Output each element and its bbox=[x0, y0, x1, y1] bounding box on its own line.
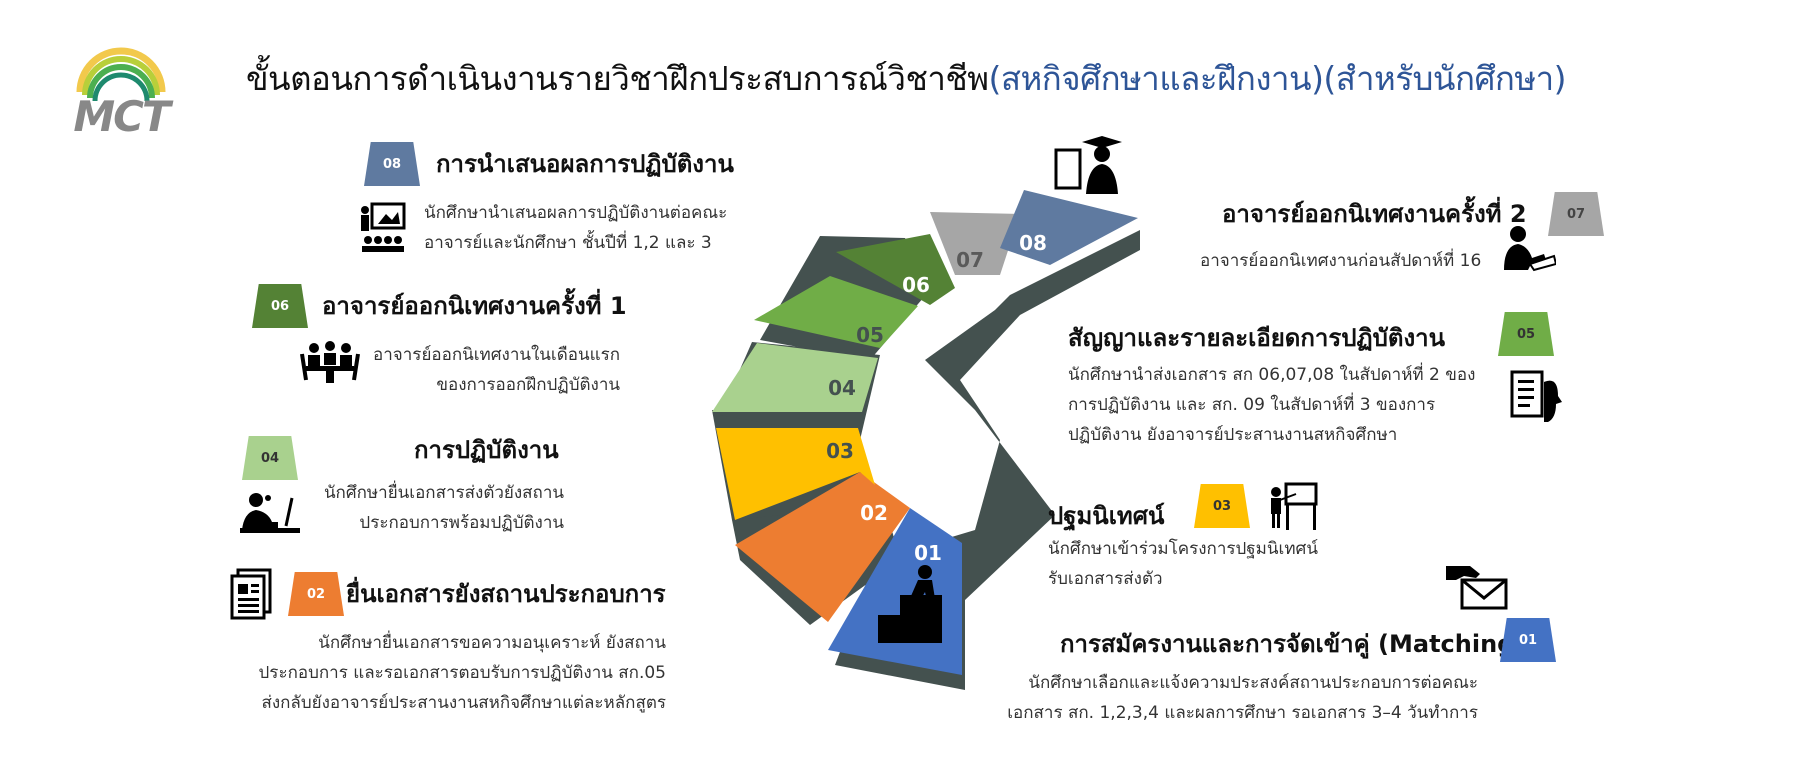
step-05-desc: นักศึกษานำส่งเอกสาร สก 06,07,08 ในสัปดาห… bbox=[1068, 365, 1476, 445]
badge-03: 03 bbox=[1194, 484, 1250, 528]
step-03-title: ปฐมนิเทศน์ bbox=[1048, 502, 1165, 530]
stair-label-02: 02 bbox=[860, 501, 888, 525]
badge-07: 07 bbox=[1548, 192, 1604, 236]
stair-label-04: 04 bbox=[828, 376, 856, 400]
step-02-title: ยื่นเอกสารยังสถานประกอบการ bbox=[346, 580, 666, 608]
badge-01: 01 bbox=[1500, 618, 1556, 662]
step-06-title: อาจารย์ออกนิเทศงานครั้งที่ 1 bbox=[322, 292, 627, 320]
stair-label-07: 07 bbox=[956, 248, 984, 272]
stair-label-03: 03 bbox=[826, 439, 854, 463]
logo-text: MCT bbox=[73, 92, 170, 141]
stair-step-06 bbox=[836, 234, 955, 305]
step-04-desc: นักศึกษายื่นเอกสารส่งตัวยังสถาน ประกอบกา… bbox=[323, 483, 564, 533]
step-07-desc: อาจารย์ออกนิเทศงานก่อนสัปดาห์ที่ 16 bbox=[1200, 251, 1482, 271]
hand-envelope-icon bbox=[1446, 564, 1508, 612]
writing-person-icon bbox=[1500, 224, 1556, 272]
stair-label-05: 05 bbox=[856, 323, 884, 347]
contract-icon bbox=[1510, 368, 1562, 422]
graduate-icon bbox=[1052, 132, 1124, 196]
step-05-title: สัญญาและรายละเอียดการปฏิบัติงาน bbox=[1068, 324, 1446, 352]
logo-arcs bbox=[76, 47, 166, 102]
stair-step-07 bbox=[930, 212, 1020, 275]
documents-icon bbox=[230, 568, 274, 620]
stair-step-08 bbox=[1000, 190, 1138, 265]
presenter-board-icon bbox=[1268, 482, 1318, 530]
meeting-icon bbox=[300, 340, 360, 384]
stair-step-05 bbox=[754, 276, 918, 348]
step-02-desc: นักศึกษายื่นเอกสารขอความอนุเคราะห์ ยังสถ… bbox=[258, 633, 666, 713]
badge-05: 05 bbox=[1498, 312, 1554, 356]
badge-02: 02 bbox=[288, 572, 344, 616]
climber-icon bbox=[878, 565, 942, 643]
step-01-title: การสมัครงานและการจัดเข้าคู่ (Matching) bbox=[1060, 630, 1526, 658]
step-08-title: การนำเสนอผลการปฏิบัติงาน bbox=[436, 150, 734, 178]
stair-step-04 bbox=[712, 343, 878, 412]
step-04-title: การปฏิบัติงาน bbox=[414, 436, 559, 464]
title-highlight: (สหกิจศึกษาและฝึกงาน)(สำหรับนักศึกษา) bbox=[988, 59, 1567, 98]
step-08-desc: นักศึกษานำเสนอผลการปฏิบัติงานต่อคณะ อาจา… bbox=[424, 203, 728, 253]
logo: MCT bbox=[66, 40, 176, 141]
step-01-desc: นักศึกษาเลือกและแจ้งความประสงค์สถานประกอ… bbox=[1007, 673, 1478, 723]
page-title: ขั้นตอนการดำเนินงานรายวิชาฝึกประสบการณ์ว… bbox=[246, 52, 1567, 105]
stair-label-01: 01 bbox=[914, 541, 942, 565]
step-06-desc: อาจารย์ออกนิเทศงานในเดือนแรก ของการออกฝึ… bbox=[373, 345, 620, 395]
staircase-diagram: 01 02 03 04 05 06 07 08 bbox=[712, 190, 1140, 690]
stair-label-08: 08 bbox=[1019, 231, 1047, 255]
badge-06: 06 bbox=[252, 284, 308, 328]
stair-step-03 bbox=[716, 428, 875, 520]
stair-step-02 bbox=[735, 472, 910, 622]
step-07-title: อาจารย์ออกนิเทศงานครั้งที่ 2 bbox=[1222, 200, 1527, 228]
worker-desk-icon bbox=[238, 490, 302, 534]
badge-08: 08 bbox=[364, 142, 420, 186]
presentation-audience-icon bbox=[358, 200, 408, 254]
title-main: ขั้นตอนการดำเนินงานรายวิชาฝึกประสบการณ์ว… bbox=[246, 59, 989, 98]
step-03-desc: นักศึกษาเข้าร่วมโครงการปฐมนิเทศน์ รับเอก… bbox=[1048, 539, 1318, 589]
stair-label-06: 06 bbox=[902, 273, 930, 297]
badge-04: 04 bbox=[242, 436, 298, 480]
